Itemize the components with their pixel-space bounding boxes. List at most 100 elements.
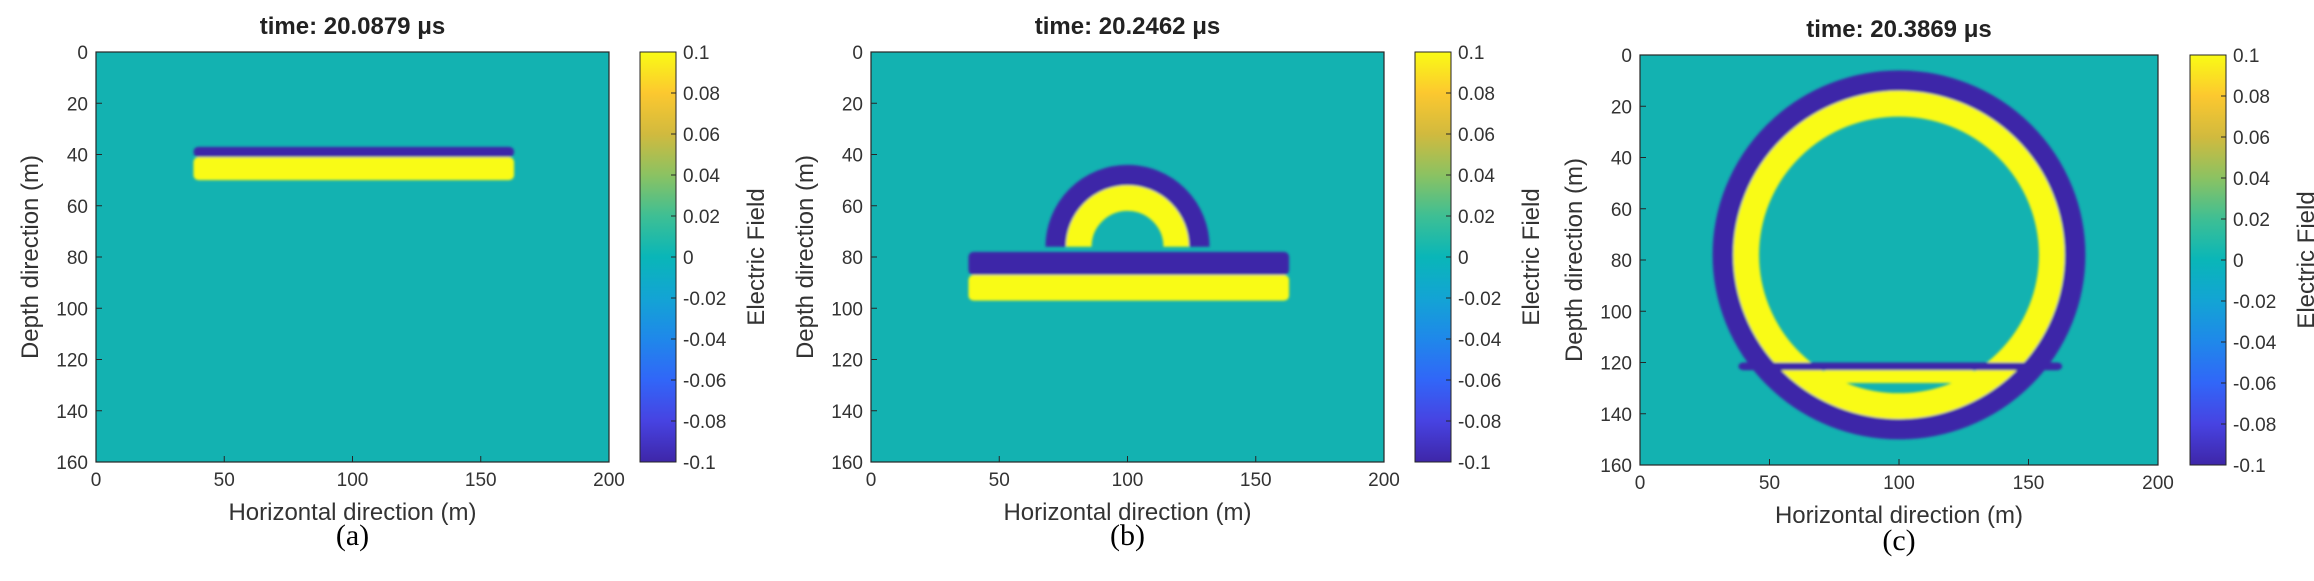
x-tick-label-4: 200 xyxy=(2142,473,2174,494)
y-tick-label-3: 60 xyxy=(1611,200,1632,221)
colorbar-tick-label-3: 0.04 xyxy=(2233,169,2270,190)
x-tick-label-4: 200 xyxy=(593,470,625,491)
field-ring-1 xyxy=(1733,90,2065,419)
colorbar-tick-label-8: -0.06 xyxy=(2233,374,2276,395)
y-tick-label-5: 100 xyxy=(56,299,88,320)
y-tick-label-3: 60 xyxy=(67,197,88,218)
field-features xyxy=(1712,70,2086,440)
y-tick-label-0: 0 xyxy=(1621,46,1632,67)
colorbar-tick-label-5: 0 xyxy=(2233,251,2244,272)
colorbar xyxy=(639,51,677,463)
x-tick-label-2: 100 xyxy=(1112,470,1144,491)
y-tick-label-3: 60 xyxy=(842,197,863,218)
y-tick-label-2: 40 xyxy=(1611,149,1632,170)
chart-title: time: 20.2462 μs xyxy=(1035,13,1220,40)
colorbar-tick-label-2: 0.06 xyxy=(683,125,720,146)
x-tick-label-4: 200 xyxy=(1368,470,1400,491)
y-tick-label-1: 20 xyxy=(842,94,863,115)
y-tick-label-0: 0 xyxy=(852,43,863,64)
chart-title: time: 20.0879 μs xyxy=(260,13,445,40)
chart-title: time: 20.3869 μs xyxy=(1806,16,1991,43)
plot-background xyxy=(96,52,609,462)
field-half-ring-0 xyxy=(1045,164,1210,248)
y-tick-label-8: 160 xyxy=(56,453,88,474)
panel-caption: (b) xyxy=(1110,519,1145,552)
colorbar-tick-label-7: -0.04 xyxy=(1458,330,1502,351)
colorbar-tick-label-4: 0.02 xyxy=(683,207,720,228)
colorbar-label: Electric Field xyxy=(1518,188,1545,325)
field-band-1 xyxy=(193,157,515,181)
x-tick-label-3: 150 xyxy=(465,470,497,491)
y-tick-label-6: 120 xyxy=(1600,354,1632,375)
field-band-2 xyxy=(968,251,1290,275)
colorbar-tick-label-3: 0.04 xyxy=(1458,166,1495,187)
x-tick-label-3: 150 xyxy=(1240,470,1272,491)
x-tick-label-2: 100 xyxy=(1883,473,1915,494)
colorbar-label: Electric Field xyxy=(743,188,770,325)
y-axis-label: Depth direction (m) xyxy=(1561,158,1588,362)
colorbar-tick-label-2: 0.06 xyxy=(1458,125,1495,146)
colorbar-tick-label-7: -0.04 xyxy=(2233,333,2277,354)
colorbar-label: Electric Field xyxy=(2293,191,2314,328)
field-band-2 xyxy=(1738,362,2063,371)
colorbar-tick-label-0: 0.1 xyxy=(2233,46,2259,67)
x-tick-label-1: 50 xyxy=(214,470,235,491)
y-tick-label-4: 80 xyxy=(1611,251,1632,272)
y-tick-label-5: 100 xyxy=(1600,302,1632,323)
y-tick-label-8: 160 xyxy=(831,453,863,474)
x-tick-label-1: 50 xyxy=(989,470,1010,491)
field-band-0 xyxy=(193,146,515,158)
y-axis-label: Depth direction (m) xyxy=(792,155,819,359)
x-axis-label: Horizontal direction (m) xyxy=(1775,502,2023,529)
field-band-3 xyxy=(968,274,1290,301)
colorbar-tick-label-3: 0.04 xyxy=(683,166,720,187)
colorbar-tick-label-6: -0.02 xyxy=(1458,289,1501,310)
colorbar-tick-label-0: 0.1 xyxy=(683,43,709,64)
colorbar-tick-label-10: -0.1 xyxy=(2233,456,2266,477)
field-features xyxy=(968,164,1290,301)
colorbar-tick-label-0: 0.1 xyxy=(1458,43,1484,64)
colorbar-tick-label-4: 0.02 xyxy=(2233,210,2270,231)
colorbar-tick-label-7: -0.04 xyxy=(683,330,727,351)
colorbar-tick-label-5: 0 xyxy=(1458,248,1469,269)
y-tick-label-2: 40 xyxy=(842,146,863,167)
colorbar-tick-label-1: 0.08 xyxy=(2233,87,2270,108)
panel-caption: (a) xyxy=(336,519,369,552)
y-tick-label-2: 40 xyxy=(67,146,88,167)
colorbar-tick-label-1: 0.08 xyxy=(1458,84,1495,105)
colorbar-tick-label-4: 0.02 xyxy=(1458,207,1495,228)
colorbar-tick-label-9: -0.08 xyxy=(1458,412,1501,433)
colorbar xyxy=(1414,51,1452,463)
y-tick-label-5: 100 xyxy=(831,299,863,320)
y-tick-label-1: 20 xyxy=(1611,97,1632,118)
panel-caption: (c) xyxy=(1882,524,1915,557)
y-tick-label-7: 140 xyxy=(1600,405,1632,426)
colorbar-tick-label-6: -0.02 xyxy=(683,289,726,310)
y-tick-label-0: 0 xyxy=(77,43,88,64)
field-features xyxy=(193,146,515,181)
field-ring-0 xyxy=(1712,70,2086,440)
colorbar-tick-label-8: -0.06 xyxy=(683,371,726,392)
x-tick-label-3: 150 xyxy=(2013,473,2045,494)
x-tick-label-0: 0 xyxy=(91,470,102,491)
y-tick-label-4: 80 xyxy=(842,248,863,269)
colorbar-tick-label-2: 0.06 xyxy=(2233,128,2270,149)
y-tick-label-1: 20 xyxy=(67,94,88,115)
colorbar-tick-label-9: -0.08 xyxy=(2233,415,2276,436)
colorbar-tick-label-8: -0.06 xyxy=(1458,371,1501,392)
y-axis-label: Depth direction (m) xyxy=(17,155,44,359)
colorbar xyxy=(2189,54,2227,466)
x-axis-label: Horizontal direction (m) xyxy=(228,499,476,526)
colorbar-tick-label-10: -0.1 xyxy=(683,453,716,474)
x-tick-label-2: 100 xyxy=(337,470,369,491)
panel-0: 0 50 100 150 200 0 20 40 60 80 100 120 140 160 time: 2… xyxy=(17,13,770,552)
y-tick-label-4: 80 xyxy=(67,248,88,269)
panel-1: 0 50 100 150 200 0 20 40 60 80 100 120 140 160 time: 2… xyxy=(792,13,1545,552)
x-tick-label-1: 50 xyxy=(1759,473,1780,494)
x-tick-label-0: 0 xyxy=(1635,473,1646,494)
colorbar-tick-label-5: 0 xyxy=(683,248,694,269)
x-axis-label: Horizontal direction (m) xyxy=(1003,499,1251,526)
y-tick-label-7: 140 xyxy=(831,402,863,423)
field-band-3 xyxy=(1821,370,1977,383)
